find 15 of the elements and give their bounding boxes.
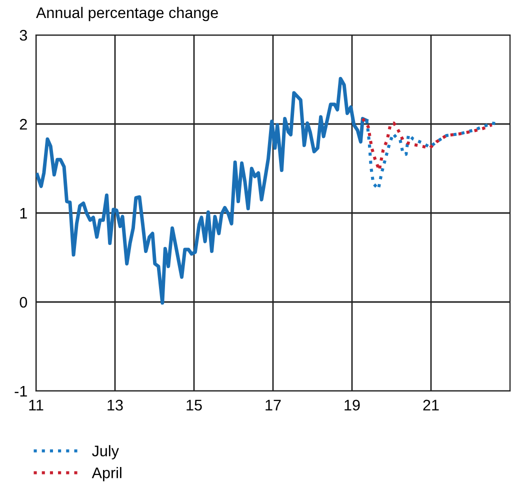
y-axis-title: Annual percentage change	[36, 6, 218, 22]
x-tick-label: 17	[266, 400, 281, 410]
y-tick-label: 3	[20, 30, 27, 41]
y-tick-label: 1	[20, 208, 27, 219]
x-tick-label: 19	[344, 400, 360, 411]
legend-label: July	[92, 445, 119, 460]
x-tick-label: 11	[29, 400, 44, 410]
line-series	[36, 76, 368, 305]
legend-label: April	[92, 467, 122, 482]
y-tick-label: -1	[14, 386, 27, 397]
y-tick-label: 2	[20, 118, 27, 130]
y-tick-label: 0	[20, 296, 28, 308]
x-tick-label: 13	[108, 400, 123, 411]
x-tick-label: 21	[423, 400, 439, 410]
x-tick-label: 15	[186, 400, 202, 411]
